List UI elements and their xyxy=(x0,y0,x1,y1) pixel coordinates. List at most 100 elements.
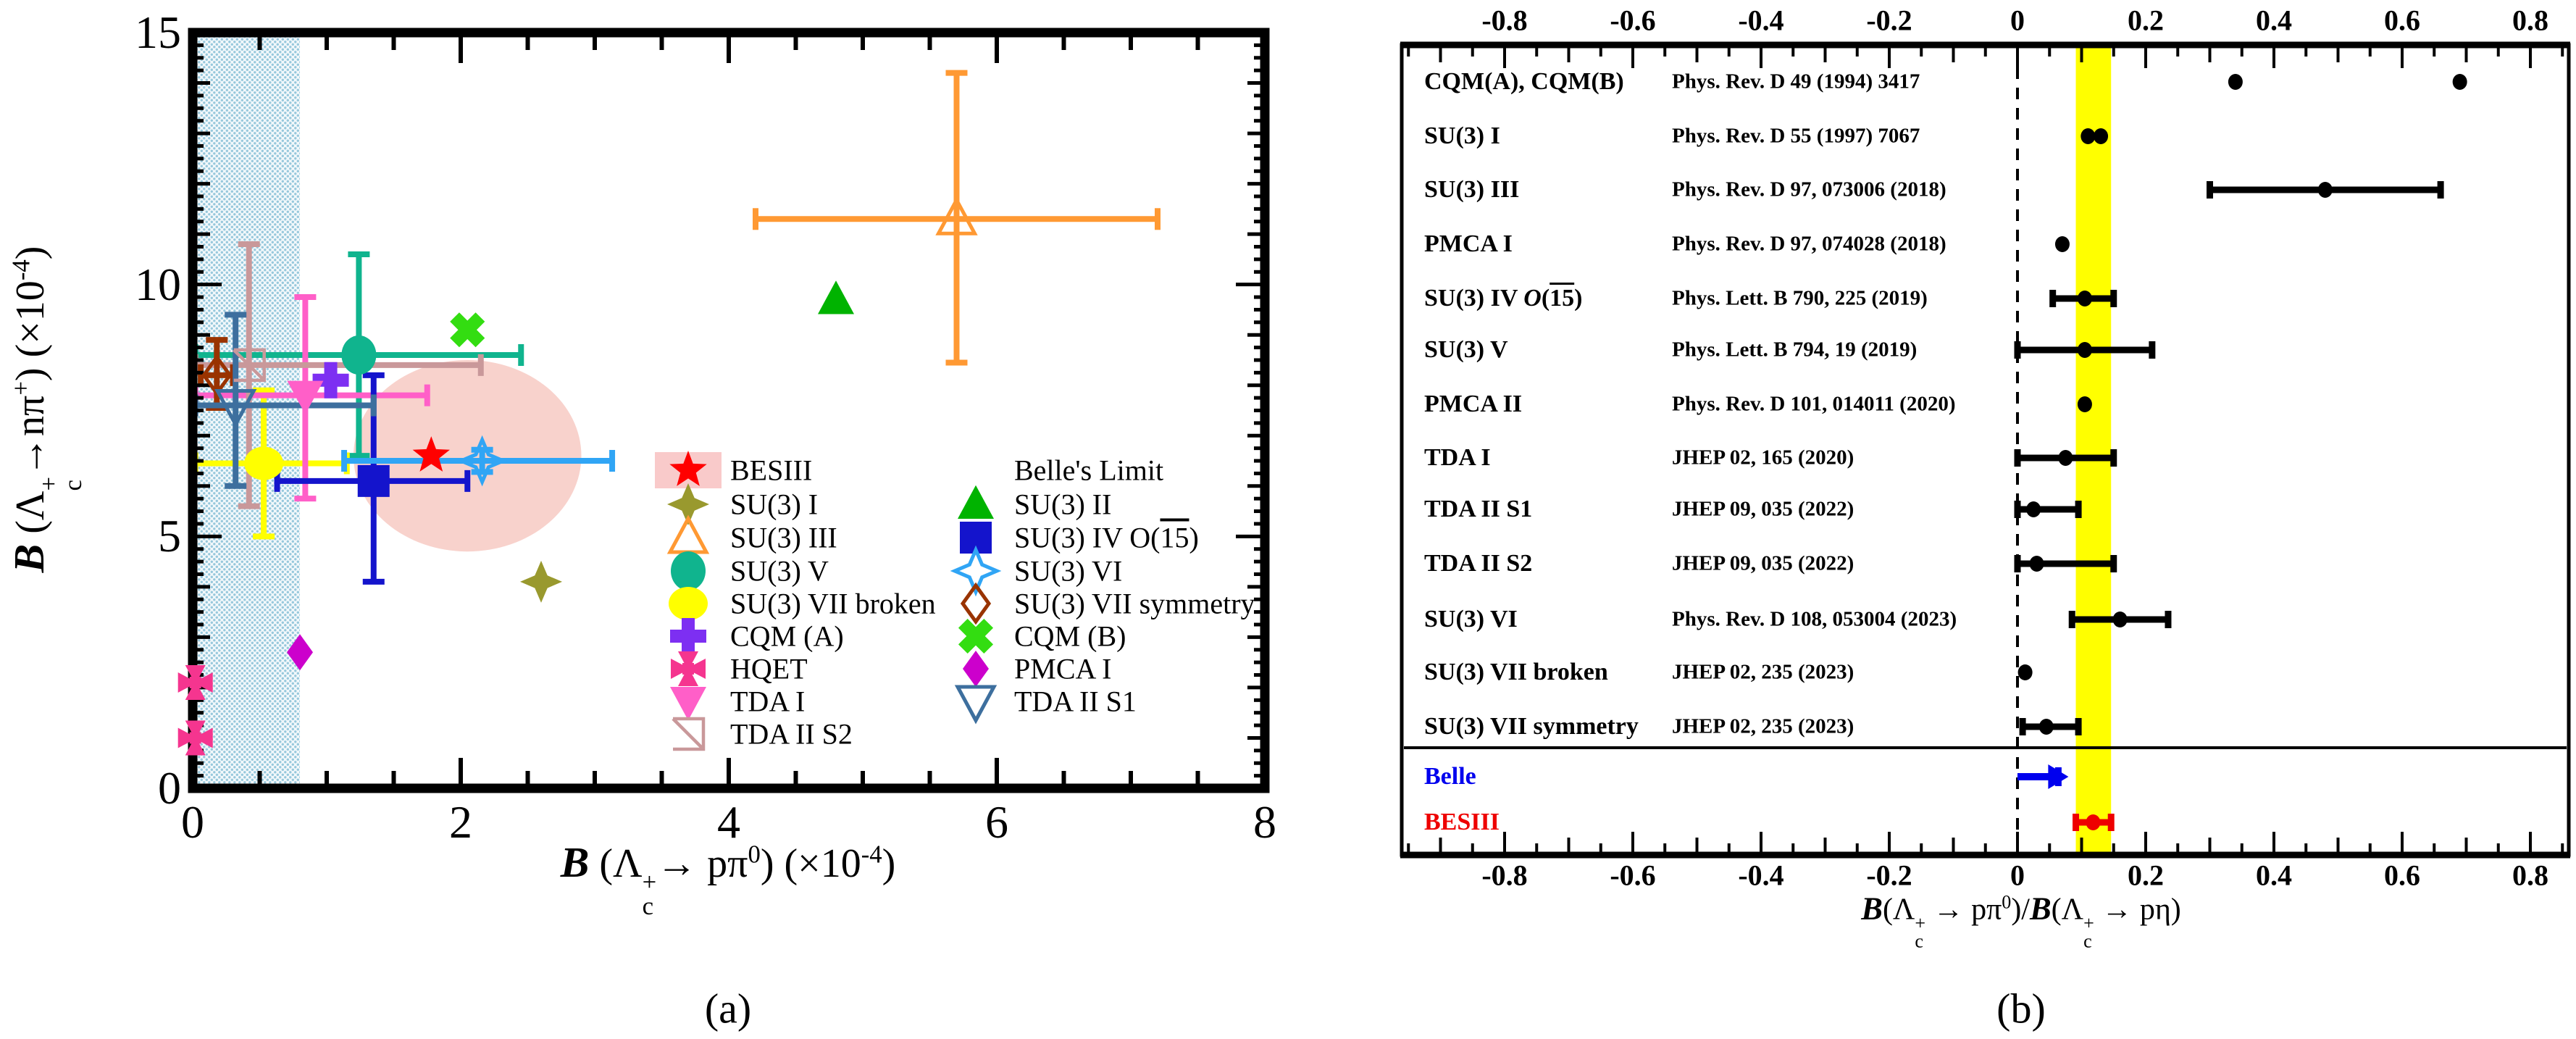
legend-marker-besiii xyxy=(669,451,707,486)
row-belle-arrow-head xyxy=(2048,764,2069,789)
row-su-3-iii-label: SU(3) III xyxy=(1424,176,1520,203)
row-su-3-vii-symmetry-point xyxy=(2038,719,2054,735)
data-point-su-3-iv-o-15--shape xyxy=(357,464,390,497)
row-su-3-iv-i-o-o-15--label: SU(3) IV O(15) xyxy=(1424,285,1583,312)
b-top-tick-label: -0.8 xyxy=(1481,4,1528,37)
besiii-band xyxy=(2075,48,2112,852)
b-top-tick-label: -0.6 xyxy=(1610,4,1656,37)
legend-label-col1-4: SU(3) VII broken xyxy=(730,587,936,620)
data-point-cqm-a--shape xyxy=(312,362,349,399)
y-tick-label: 15 xyxy=(135,7,181,58)
x-axis-title: B (Λ + c → pπ0) (×10-4) xyxy=(560,838,896,921)
data-point-besiii-shape xyxy=(412,436,450,472)
legend-marker-hqet-arm xyxy=(678,674,698,686)
legend-marker-tda-ii-s1 xyxy=(954,685,998,725)
data-point-su-3-i xyxy=(520,560,562,603)
row-tda-ii-s1-reference: JHEP 09, 035 (2022) xyxy=(1672,497,1854,521)
data-point-su-3-iv-o-15- xyxy=(357,464,390,497)
legend-label-col2-7: TDA II S1 xyxy=(1014,685,1137,718)
data-point-hqet-arm xyxy=(185,687,206,700)
b-top-tick-label: 0.2 xyxy=(2128,4,2164,37)
data-point-su-3-iii-shape xyxy=(935,196,978,235)
x-tick-label: 2 xyxy=(449,796,472,848)
data-point-tda-ii-s1 xyxy=(214,389,257,429)
data-point-hqet-center xyxy=(189,676,201,688)
row-su-3-vii-broken-reference: JHEP 02, 235 (2023) xyxy=(1672,660,1854,684)
legend-marker-su-3-ii-shape xyxy=(958,485,994,519)
row-cqm-a-cqm-b--label: CQM(A), CQM(B) xyxy=(1424,68,1624,95)
data-point-tda-ii-s1-shape xyxy=(214,389,257,429)
legend-label-col1-5: CQM (A) xyxy=(730,619,844,653)
b-bottom-tick-label: -0.8 xyxy=(1481,859,1528,892)
row-cqm-a-cqm-b--point xyxy=(2452,74,2467,90)
legend-marker-pmca-i xyxy=(963,651,989,687)
b-bottom-tick-label: -0.4 xyxy=(1738,859,1784,892)
legend-marker-su-3-i-shape xyxy=(667,483,709,525)
row-pmca-ii-reference: Phys. Rev. D 101, 014011 (2020) xyxy=(1672,392,1956,416)
x-tick-label: 6 xyxy=(985,796,1008,848)
data-point-su-3-vii-broken-shape xyxy=(244,446,284,480)
legend-label-col1-1: SU(3) I xyxy=(730,488,819,521)
y-tick-label: 5 xyxy=(158,510,181,562)
legend-marker-su-3-v-shape xyxy=(671,551,706,591)
data-point-tda-ii-s2 xyxy=(233,348,266,383)
legend-label-col1-6: HQET xyxy=(730,652,808,685)
row-tda-ii-s1-label: TDA II S1 xyxy=(1424,496,1533,522)
row-pmca-i-label: PMCA I xyxy=(1424,230,1513,257)
row-su-3-vii-broken-point xyxy=(2017,664,2033,680)
b-x-axis-title: B(Λ + c → pπ0)/B(Λ + c → pη) xyxy=(1861,890,2181,952)
row-su-3-iii-reference: Phys. Rev. D 97, 073006 (2018) xyxy=(1672,178,1946,201)
row-su-3-vi-label: SU(3) VI xyxy=(1424,606,1518,633)
row-tda-ii-s2-point xyxy=(2029,556,2044,572)
row-besiii-point xyxy=(2086,814,2101,830)
data-point-su-3-v-shape xyxy=(341,335,377,375)
legend-marker-su-3-i xyxy=(667,483,709,525)
data-point-su-3-vi-shape xyxy=(456,435,508,487)
data-point-su-3-vii-broken xyxy=(244,446,284,480)
row-tda-ii-s2-reference: JHEP 09, 035 (2022) xyxy=(1672,551,1854,575)
legend-label-col2-1: SU(3) II xyxy=(1014,488,1112,521)
caption-a: (a) xyxy=(704,985,752,1032)
data-point-hqet-arm xyxy=(200,727,213,748)
data-point-su-3-ii-shape xyxy=(818,280,854,314)
legend-marker-hqet-arm xyxy=(671,659,683,679)
data-point-tda-ii-s2-shape xyxy=(233,348,266,383)
legend-label-col2-5: CQM (B) xyxy=(1014,619,1126,653)
data-point-pmca-i xyxy=(287,634,313,671)
row-su-3-i-point xyxy=(2081,128,2096,144)
data-point-tda-i xyxy=(287,380,324,414)
legend-label-col2-2: SU(3) IV O(15) xyxy=(1014,521,1199,554)
legend-marker-su-3-vii-symmetry xyxy=(960,582,992,625)
data-point-hqet-arm xyxy=(185,664,206,677)
y-tick-label: 10 xyxy=(135,258,181,310)
row-cqm-a-cqm-b--reference: Phys. Rev. D 49 (1994) 3417 xyxy=(1672,70,1920,93)
data-point-hqet-arm xyxy=(185,743,206,756)
legend-label-col2-0: Belle's Limit xyxy=(1014,454,1164,487)
data-point-su-3-i-shape xyxy=(520,560,562,603)
caption-b: (b) xyxy=(1996,985,2046,1032)
legend-label-col1-8: TDA II S2 xyxy=(730,717,853,751)
data-point-su-3-iii xyxy=(935,196,978,235)
row-tda-i-label: TDA I xyxy=(1424,444,1491,471)
legend-marker-tda-ii-s2-shape xyxy=(672,717,706,751)
data-point-tda-i-shape xyxy=(287,380,324,414)
row-su-3-iv-i-o-o-15--reference: Phys. Lett. B 790, 225 (2019) xyxy=(1672,286,1928,310)
legend-marker-tda-i-shape xyxy=(670,687,706,721)
row-su-3-iv-i-o-o-15--point xyxy=(2077,291,2092,306)
b-bottom-tick-label: 0.8 xyxy=(2512,859,2548,892)
x-tick-label: 0 xyxy=(181,796,204,848)
legend-marker-pmca-i-shape xyxy=(963,651,989,687)
row-su-3-vi-reference: Phys. Rev. D 108, 053004 (2023) xyxy=(1672,607,1957,631)
legend-marker-su-3-ii xyxy=(958,485,994,519)
panel-a-frame xyxy=(188,28,1270,793)
row-su-3-iii-point xyxy=(2317,182,2333,198)
x-tick-label: 4 xyxy=(717,796,740,848)
legend-marker-su-3-vii-broken-shape xyxy=(669,587,708,620)
data-point-hqet-arm xyxy=(177,672,191,693)
b-bottom-tick-label: 0.6 xyxy=(2384,859,2420,892)
data-point-su-3-v xyxy=(341,335,377,375)
b-top-tick-label: 0.6 xyxy=(2384,4,2420,37)
row-besiii-label: BESIII xyxy=(1424,809,1500,835)
row-tda-i-reference: JHEP 02, 165 (2020) xyxy=(1672,446,1854,470)
